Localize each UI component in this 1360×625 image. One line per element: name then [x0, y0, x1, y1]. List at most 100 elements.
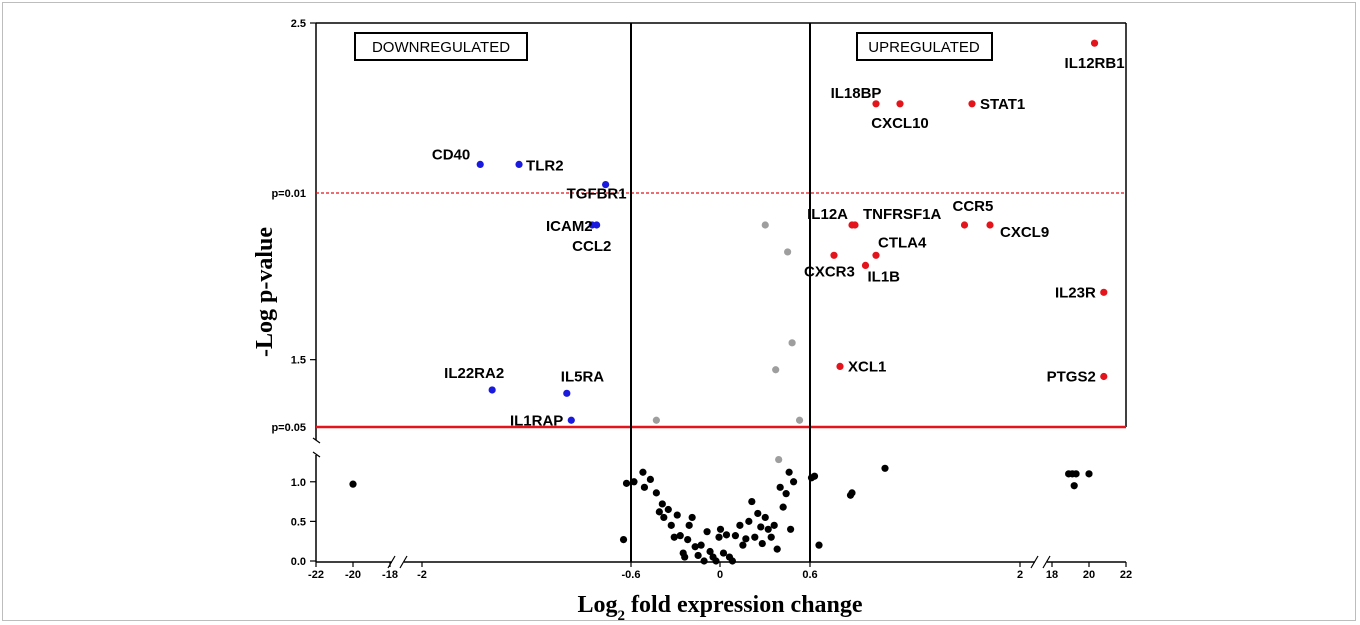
nonsignificant-point [739, 541, 747, 549]
upregulated-point [1090, 39, 1099, 47]
nonsignificant-point [757, 523, 765, 531]
nonsignificant-point [767, 533, 775, 541]
upregulated-point [986, 221, 994, 229]
x-axis-title: Log2 fold expression change [577, 592, 862, 624]
borderline-point [761, 221, 769, 229]
x-tick-label: 18 [1046, 569, 1058, 581]
nonsignificant-point [758, 539, 766, 548]
gene-labels-group: IL12RB1 IL18BP CXCL10 STAT1 IL12A TNFRSF1A CCR… [432, 55, 1125, 429]
downregulated-box [354, 32, 528, 61]
gene-label: TGFBR1 [567, 186, 627, 203]
nonsignificant-point [660, 513, 668, 522]
upregulated-point [968, 100, 976, 108]
gene-label: ICAM2 [546, 218, 593, 235]
upregulated-point [960, 221, 969, 229]
y-tick-label: 1.5 [291, 355, 306, 367]
p001-label: p=0.01 [271, 188, 306, 200]
nonsignificant-point [716, 525, 725, 533]
gene-label: XCL1 [848, 358, 886, 375]
nonsignificant-point [1070, 482, 1078, 490]
nonsignificant-point [670, 533, 678, 541]
nonsignificant-point [703, 528, 711, 536]
nonsignificant-point [776, 483, 784, 491]
nonsignificant-point [1085, 470, 1093, 478]
nonsignificant-point [349, 480, 357, 488]
nonsignificant-point [630, 478, 638, 486]
downregulated-point [602, 181, 610, 189]
y-axis-break-mark [312, 451, 321, 458]
downregulated-label: DOWNREGULATED [372, 39, 510, 56]
nonsignificant-point [815, 541, 823, 549]
downregulated-point [515, 160, 523, 168]
nonsignificant-point [881, 464, 889, 472]
nonsignificant-point [646, 475, 654, 483]
nonsignificant-point [684, 536, 692, 544]
nonsignificant-point [715, 533, 723, 541]
downregulated-point [588, 221, 596, 229]
nonsignificant-point [706, 547, 714, 556]
upregulated-point [872, 100, 880, 108]
downregulated-point [563, 389, 571, 397]
upregulated-point [830, 251, 838, 259]
nonsignificant-point [728, 557, 737, 565]
upregulated-point [836, 362, 844, 370]
borderline-point [784, 248, 792, 256]
x-tick-label: -20 [345, 569, 361, 581]
gene-label: TLR2 [526, 157, 564, 174]
x-tick-label: 0.6 [802, 569, 817, 581]
nonsignificant-point [681, 553, 689, 561]
nonsignificant-point [697, 541, 705, 549]
x-axis-break-mark [1030, 555, 1039, 569]
nonsignificant-point [745, 517, 753, 525]
upregulated-point [861, 261, 870, 269]
x-tick-label: -22 [308, 569, 324, 581]
borderline-point [788, 339, 796, 347]
downregulated-point [488, 386, 496, 394]
borderline-point [652, 416, 660, 424]
gene-label: IL12RB1 [1065, 55, 1125, 72]
nonsignificant-point [748, 497, 756, 506]
nonsignificant-point [773, 545, 781, 553]
x-tick-label: -0.6 [622, 569, 641, 581]
borderline-point [772, 366, 780, 374]
gene-label: CXCL9 [1000, 224, 1049, 241]
y-tick-label: 1.0 [291, 477, 306, 489]
gene-label: IL23R [1055, 284, 1096, 301]
nonsignificant-point [789, 478, 798, 486]
nonsignificant-point [810, 472, 819, 480]
nonsignificant-point [652, 489, 660, 497]
x-tick-label: 20 [1083, 569, 1095, 581]
upregulated-point [1100, 372, 1108, 381]
x-tick-label: -2 [417, 569, 427, 581]
x-tick-label: 22 [1120, 569, 1132, 581]
x-axis-break-mark [399, 555, 408, 569]
x-axis-break-mark [1042, 555, 1051, 569]
nonsignificant-point [736, 521, 744, 529]
nonsignificant-point [770, 521, 778, 529]
nonsignificant-point [673, 511, 681, 519]
gene-label: IL1B [868, 268, 901, 285]
nonsignificant-point [622, 479, 631, 487]
upregulated-point [872, 251, 880, 259]
upregulated-box [856, 32, 993, 61]
nonsignificant-point [779, 503, 787, 511]
nonsignificant-point [754, 509, 762, 518]
nonsignificant-point [676, 532, 684, 540]
nonsignificant-point [785, 468, 793, 476]
downregulated-point [567, 416, 575, 424]
nonsignificant-point [664, 505, 672, 514]
nonsignificant-point [1072, 470, 1080, 478]
x-tick-label: 2 [1017, 569, 1023, 581]
nonsignificant-point [722, 531, 731, 539]
nonsignificant-point [742, 535, 750, 543]
nonsignificant-point [658, 500, 666, 508]
gene-label: CCR5 [953, 198, 994, 215]
gene-label: IL1RAP [510, 412, 563, 429]
p005-label: p=0.05 [271, 422, 306, 434]
gene-label: IL22RA2 [444, 365, 504, 382]
gene-label: PTGS2 [1047, 369, 1096, 386]
nonsignificant-point [761, 513, 769, 522]
nonsignificant-point [782, 490, 790, 498]
nonsignificant-point [764, 525, 772, 533]
